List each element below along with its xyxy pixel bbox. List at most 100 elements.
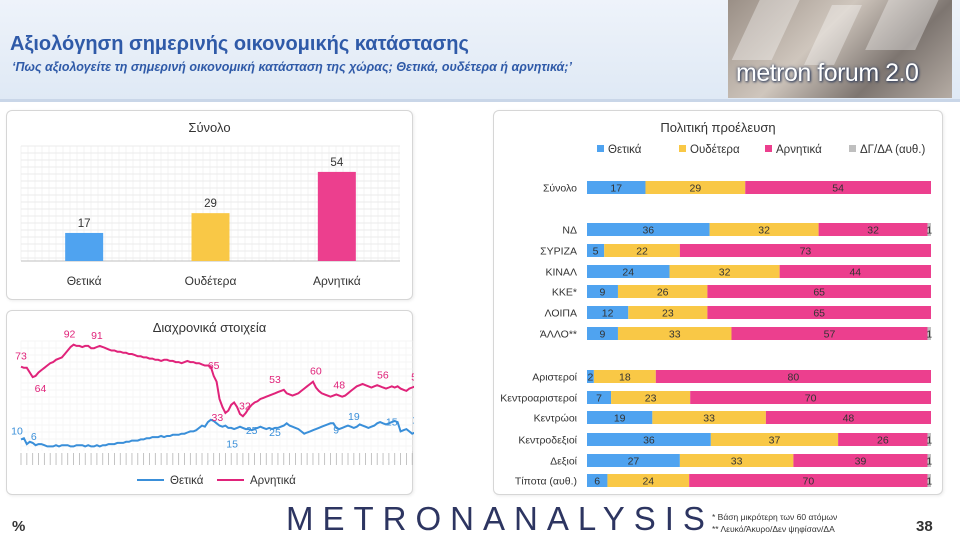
- page-subtitle: ‘Πως αξιολογείτε τη σημερινή οικονομική …: [12, 60, 572, 74]
- segment-8-2: [690, 391, 931, 404]
- total-category-label-1: Ουδέτερα: [185, 274, 237, 288]
- positive-data-label-7: 15: [386, 417, 398, 429]
- legend-swatch-0: [597, 145, 604, 152]
- legend-swatch-3: [849, 145, 856, 152]
- segment-label-7-1: 18: [619, 372, 631, 384]
- total-category-label-0: Θετικά: [67, 274, 102, 288]
- row-label-4: ΚΚΕ*: [552, 287, 577, 299]
- segment-7-1: [593, 370, 656, 383]
- political-origin-bar-chart: Θετικά Ουδέτερα Αρνητικά ΔΓ/ΔΑ (αυθ.) Σύνολο…: [500, 144, 932, 488]
- metron-forum-logo-text: metron forum 2.0: [736, 59, 919, 87]
- row-label-6: ΆΛΛΟ**: [540, 329, 577, 341]
- segment-label-7-2: 80: [788, 372, 800, 384]
- positive-data-label-8: 17: [412, 414, 414, 426]
- positive-data-label-5: 9: [333, 425, 339, 437]
- segment-7-0: [587, 370, 594, 383]
- segment-12-2: [689, 474, 928, 487]
- segment-label-10-0: 36: [643, 435, 655, 447]
- negative-data-label-3: 91: [91, 330, 103, 342]
- political-origin-chart-panel: Πολιτική προέλευση Θετικά Ουδέτερα Αρνητικ…: [493, 110, 943, 495]
- row-label-5: ΛΟΙΠΑ: [545, 308, 577, 320]
- segment-label-5-1: 23: [662, 308, 674, 320]
- positive-data-label-3: 25: [246, 425, 258, 437]
- segment-label-6-3: 1: [926, 329, 932, 341]
- segment-2-1: [604, 244, 680, 257]
- row-label-3: ΚΙΝΑΛ: [545, 267, 577, 279]
- segment-label-12-1: 24: [642, 476, 654, 488]
- segment-11-3: [927, 454, 931, 467]
- segment-label-8-0: 7: [596, 393, 602, 405]
- segment-label-10-3: 1: [926, 435, 932, 447]
- positive-data-label-0: 10: [11, 425, 23, 437]
- segment-11-2: [793, 454, 928, 467]
- segment-label-11-0: 27: [628, 456, 640, 468]
- segment-label-8-1: 23: [645, 393, 657, 405]
- legend-swatch-2: [765, 145, 772, 152]
- segment-9-1: [652, 411, 766, 424]
- negative-data-label-7: 53: [269, 374, 281, 386]
- segment-label-0-2: 54: [832, 183, 844, 195]
- trend-line-chart: 10 6 15 25 25 9 19 15 17 73 64 92 91 65 33 32 53 60 48 56 54…: [11, 329, 414, 487]
- trend-grid: [20, 340, 414, 451]
- segment-3-0: [587, 265, 670, 278]
- segment-2-0: [587, 244, 605, 257]
- negative-data-label-2: 92: [64, 329, 76, 341]
- segment-1-3: [927, 223, 931, 236]
- row-label-1: ΝΔ: [562, 225, 577, 237]
- segment-9-2: [765, 411, 931, 424]
- negative-data-label-0: 73: [15, 351, 27, 363]
- segment-label-4-1: 26: [657, 287, 669, 299]
- segment-label-0-1: 29: [690, 183, 702, 195]
- segment-3-1: [669, 265, 780, 278]
- legend-label-2: Αρνητικά: [776, 144, 822, 156]
- segment-label-3-2: 44: [849, 267, 861, 279]
- segment-label-6-1: 33: [669, 329, 681, 341]
- segment-label-2-2: 73: [800, 246, 812, 258]
- total-chart-title: Σύνολο: [188, 120, 231, 135]
- trend-line-chart-panel: Διαχρονικά στοιχεία 10615252591915177364…: [6, 310, 414, 495]
- footnote-2: ** Λευκό/Άκυρο/Δεν ψηφίσαν/ΔΑ: [712, 524, 835, 534]
- segment-1-0: [587, 223, 710, 236]
- negative-data-label-9: 48: [333, 380, 345, 392]
- legend-swatch-1: [679, 145, 686, 152]
- segment-6-3: [927, 327, 931, 340]
- trend-chart-title: Διαχρονικά στοιχεία: [152, 320, 267, 335]
- row-label-9: Κεντρώοι: [534, 413, 578, 425]
- metron-forum-logo: metron forum 2.0: [728, 0, 952, 98]
- segment-label-10-2: 26: [877, 435, 889, 447]
- segment-label-3-1: 32: [719, 267, 731, 279]
- row-label-7: Αριστεροί: [532, 372, 577, 384]
- row-label-10: Κεντροδεξιοί: [518, 435, 577, 447]
- total-bar-chart: 17 Θετικά 29 Ουδέτερα 54 Αρνητικά: [20, 145, 400, 288]
- segment-label-5-2: 65: [813, 308, 825, 320]
- segment-4-0: [587, 285, 618, 298]
- total-bar-0: [65, 232, 104, 261]
- segment-5-2: [707, 306, 931, 319]
- total-bar-1: [191, 213, 230, 261]
- segment-label-1-1: 32: [758, 225, 770, 237]
- segment-9-0: [587, 411, 653, 424]
- segment-label-6-2: 57: [824, 329, 836, 341]
- negative-data-label-1: 64: [35, 383, 47, 395]
- segment-0-2: [745, 181, 931, 194]
- header: Αξιολόγηση σημερινής οικονομικής κατάστα…: [0, 0, 960, 102]
- segment-12-3: [927, 474, 931, 487]
- segment-5-0: [587, 306, 629, 319]
- total-bar-label-0: 17: [78, 218, 91, 230]
- positive-data-label-4: 25: [269, 427, 281, 439]
- positive-data-label-2: 15: [226, 439, 238, 451]
- segment-label-9-2: 48: [843, 413, 855, 425]
- segment-4-2: [707, 285, 931, 298]
- segment-1-1: [709, 223, 819, 236]
- row-label-2: ΣΥΡΙΖΑ: [540, 246, 577, 258]
- segment-label-3-0: 24: [622, 267, 634, 279]
- segment-6-1: [617, 327, 732, 340]
- total-bar-chart-panel: Σύνολο 17 Θετικά 29 Ουδέτερα 54 Αρνητικά: [6, 110, 413, 300]
- row-label-12: Τίποτα (αυθ.): [515, 476, 577, 488]
- segment-4-1: [617, 285, 708, 298]
- percent-sign: %: [12, 518, 26, 535]
- total-bar-2: [317, 171, 356, 261]
- positive-data-label-6: 19: [348, 411, 360, 423]
- legend-positive-label: Θετικά: [170, 475, 204, 487]
- segment-1-2: [818, 223, 928, 236]
